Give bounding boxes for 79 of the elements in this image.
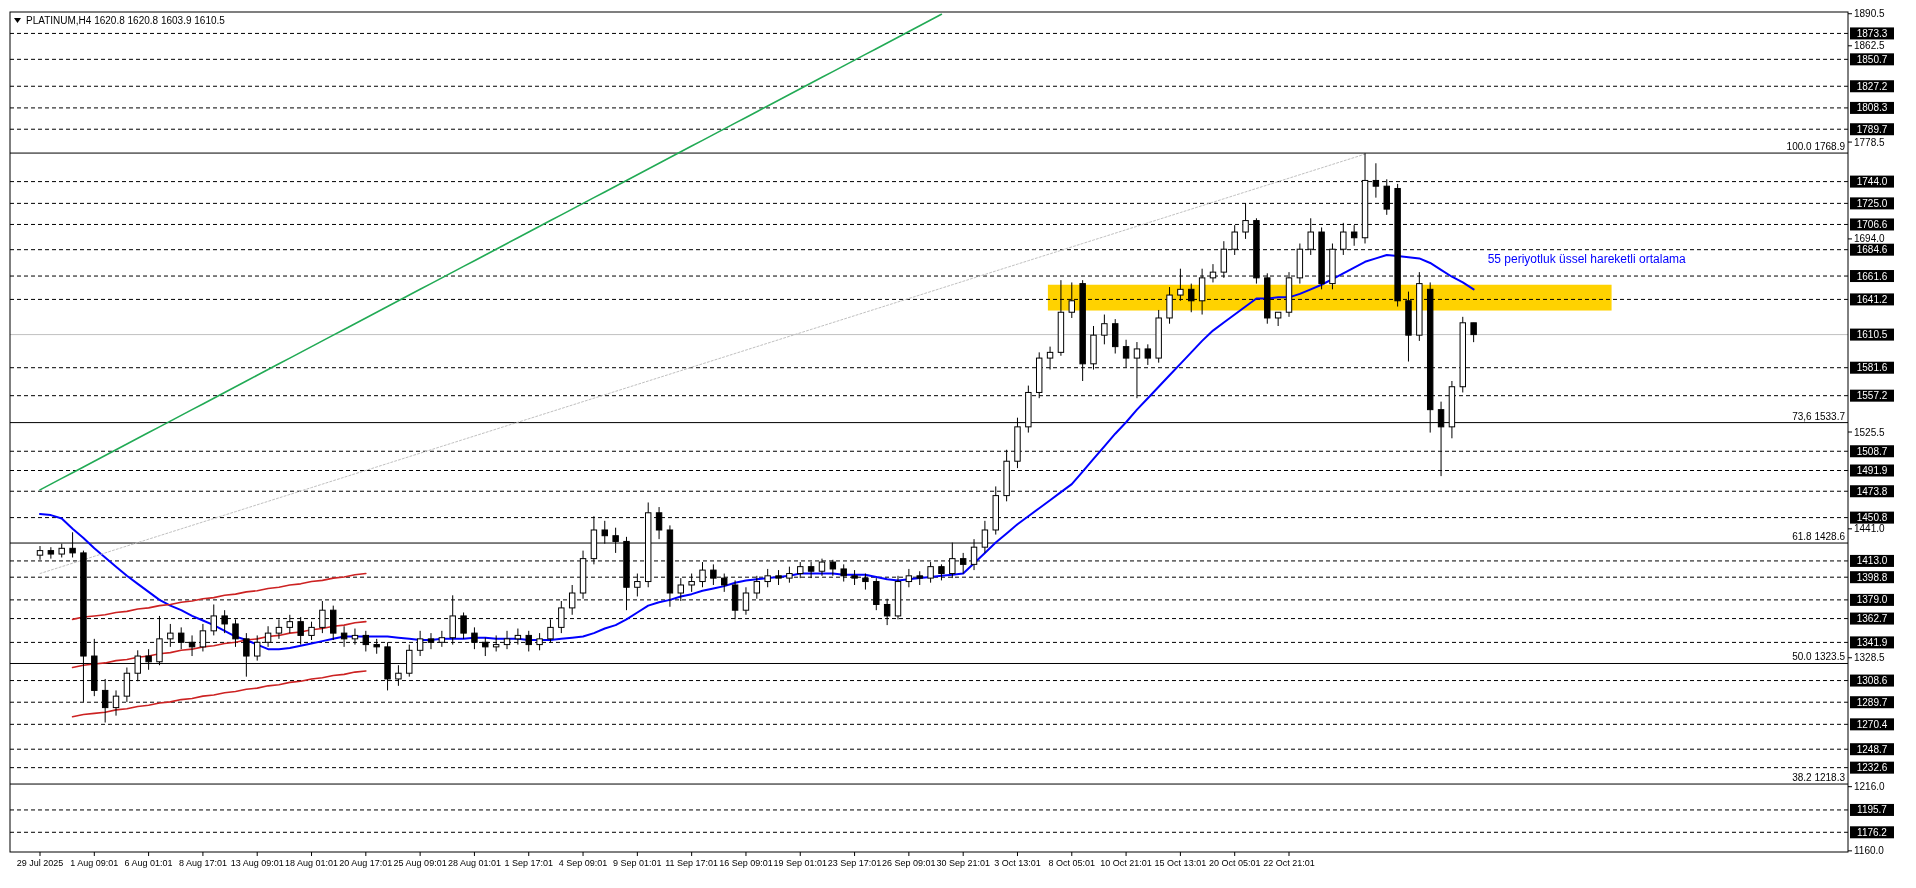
candlestick [1112,318,1119,354]
x-tick-label: 4 Sep 09:01 [558,858,608,868]
candlestick [1101,314,1108,345]
candlestick [308,621,315,641]
ref-line-label: 1684.6 [1856,244,1888,256]
x-tick-label: 3 Oct 13:01 [994,858,1041,868]
text: 55 periyotluk üssel hareketli ortalama [1487,252,1687,267]
ref-line-label: 1581.6 [1856,362,1888,374]
ref-line-label: 1850.7 [1856,53,1888,65]
ref-line-label: 38.2 1218.3 [1792,772,1846,784]
ref-line-label: 1379.0 [1856,594,1888,606]
x-tick-label: 1 Aug 09:01 [70,858,119,868]
candlestick [1470,322,1477,343]
line-series [71,670,367,718]
x-tick-label: 26 Sep 09:01 [882,858,936,868]
ref-line-label: 1308.6 [1856,675,1888,687]
y-tick-label: 1694.0 [1854,233,1886,245]
x-tick-label: 23 Sep 17:01 [827,858,882,868]
x-tick-label: 11 Sep 17:01 [665,858,719,868]
x-tick-label: 19 Sep 01:01 [773,858,828,868]
x-tick-label: 20 Oct 05:01 [1208,858,1261,868]
ref-line-label: 1473.8 [1856,485,1888,497]
y-tick-label: 1328.5 [1854,652,1886,664]
ref-line-label: 1706.6 [1856,218,1888,230]
x-tick-label: 18 Aug 01:01 [284,858,339,868]
y-tick-label: 1160.0 [1854,845,1885,857]
ref-line-label: 1808.3 [1856,102,1888,114]
ref-line-label: 1725.0 [1856,197,1888,209]
x-tick-label: 22 Oct 21:01 [1263,858,1315,868]
x-tick-label: 8 Oct 05:01 [1048,858,1096,868]
x-tick-label: 30 Sep 21:01 [936,858,990,868]
y-tick-label: 1862.5 [1854,40,1886,52]
ref-line-label: 50.0 1323.5 [1792,651,1846,663]
x-tick-label: 25 Aug 09:01 [393,858,447,868]
x-tick-label: 10 Oct 21:01 [1100,858,1152,868]
y-tick-label: 1441.0 [1854,523,1886,535]
candlestick [1144,343,1152,366]
x-tick-label: 13 Aug 09:01 [230,858,284,868]
y-tick-label: 1890.5 [1854,8,1886,20]
x-tick-label: 29 Jul 2025 [16,858,64,868]
ref-line-label: 1195.7 [1857,804,1888,816]
ref-line-label: 1362.7 [1856,613,1888,625]
ref-line-label: 1398.8 [1856,571,1888,583]
y-tick-label: 1525.5 [1854,426,1886,438]
candlestick [1274,311,1282,327]
ref-line-label: 1176.2 [1857,826,1888,838]
ref-line-label: 100.0 1768.9 [1786,141,1846,153]
x-tick-label: 15 Oct 13:01 [1154,858,1207,868]
x-tick-label: 8 Aug 17:01 [178,858,227,868]
chart-title: PLATINUM,H4 1620.8 1620.8 1603.9 1610.5 [26,15,226,26]
ref-line-label: 1744.0 [1856,176,1888,188]
ref-line-label: 1641.2 [1856,293,1888,305]
ref-line-label: 1610.5 [1856,329,1888,341]
ref-line-label: 1270.4 [1856,718,1888,730]
ref-line-label: 1661.6 [1856,270,1888,282]
ref-line-label: 1289.7 [1856,696,1888,708]
x-tick-label: 28 Aug 01:01 [447,858,501,868]
ref-line-label: 61.8 1428.6 [1792,531,1846,543]
x-tick-label: 6 Aug 01:01 [124,858,173,868]
x-tick-label: 1 Sep 17:01 [504,858,554,868]
x-tick-label: 16 Sep 09:01 [719,858,773,868]
candlestick [47,546,55,560]
line-series [71,572,367,621]
ref-line-label: 1248.7 [1856,743,1888,755]
ref-line-label: 1873.3 [1856,27,1888,39]
y-tick-label: 1216.0 [1854,781,1886,793]
y-tick-label: 1778.5 [1854,136,1886,148]
ref-line-label: 1508.7 [1856,445,1888,457]
ref-line-label: 73,6 1533.7 [1792,410,1846,422]
ref-line-label: 1341.9 [1856,636,1888,648]
ref-line-label: 1232.6 [1856,762,1888,774]
ref-line-label: 1413.0 [1856,555,1888,567]
x-tick-label: 9 Sep 01:01 [613,858,662,868]
ref-line-label: 1491.9 [1856,465,1888,476]
ref-line-label: 1450.8 [1856,512,1888,524]
x-tick-label: 20 Aug 17:01 [339,858,393,868]
ref-line-label: 1557.2 [1856,390,1888,402]
ref-line-label: 1827.2 [1856,80,1888,92]
ref-line-label: 1789.7 [1856,123,1888,135]
